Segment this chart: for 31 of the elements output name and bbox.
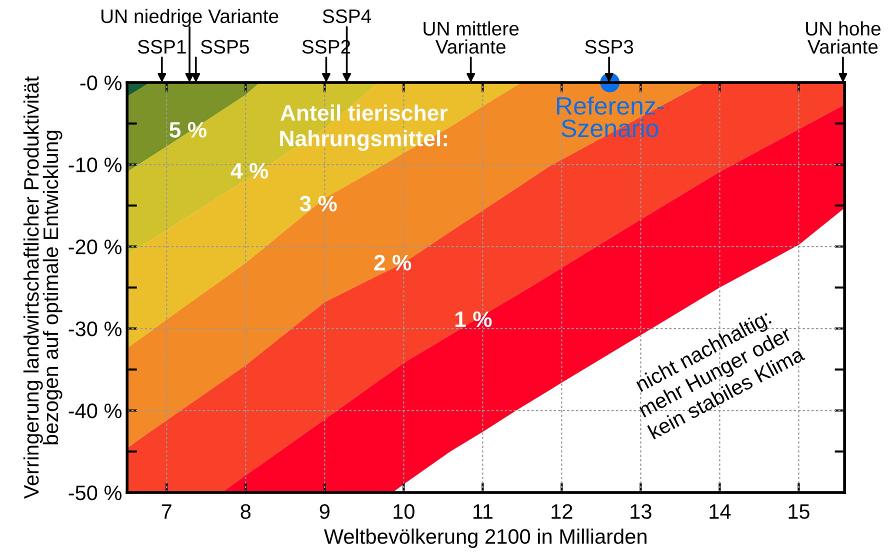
annotation: SSP3 (585, 40, 634, 54)
annotation: SSP1 (138, 40, 186, 54)
x-tick-label: 13 (630, 504, 652, 519)
annotation: SSP4 (322, 9, 372, 24)
y-axis-title: Verringerung landwirtschaftlicher Produktivität bezogen auf optimale Entwicklung (23, 76, 62, 499)
x-tick-label: 7 (162, 504, 172, 519)
annotation: 3 % (300, 196, 337, 212)
annotation: UN hohe Variante (806, 21, 880, 54)
x-tick-label: 8 (240, 504, 251, 519)
annotation: UN mittlere Variante (424, 21, 519, 54)
annotation: UN niedrige Variante (102, 8, 278, 27)
annotation: 5 % (170, 122, 207, 138)
y-tick-label: -10 % (68, 158, 122, 172)
y-tick-label: -50 % (68, 486, 122, 500)
y-tick-label: -20 % (68, 240, 122, 254)
x-tick-label: 9 (320, 504, 330, 519)
annotation: 4 % (230, 163, 268, 179)
annotation: 2 % (374, 254, 412, 270)
x-tick-label: 12 (552, 504, 572, 519)
y-tick-label: -40 % (68, 404, 122, 418)
x-tick-label: 11 (473, 504, 492, 519)
y-tick-label: -30 % (68, 322, 122, 336)
annotation: SSP5 (200, 40, 249, 54)
y-tick-label: -0 % (80, 76, 122, 90)
x-tick-label: 15 (788, 504, 810, 519)
annotation: 1 % (455, 311, 492, 328)
series-label: Referenz- Szenario (557, 96, 664, 138)
x-tick-label: 14 (710, 504, 731, 519)
x-axis-title: Weltbevölkerung 2100 in Milliarden (324, 528, 646, 548)
x-tick-label: 10 (394, 504, 414, 519)
annotation: Anteil tierischer Nahrungsmittel: (280, 104, 448, 151)
